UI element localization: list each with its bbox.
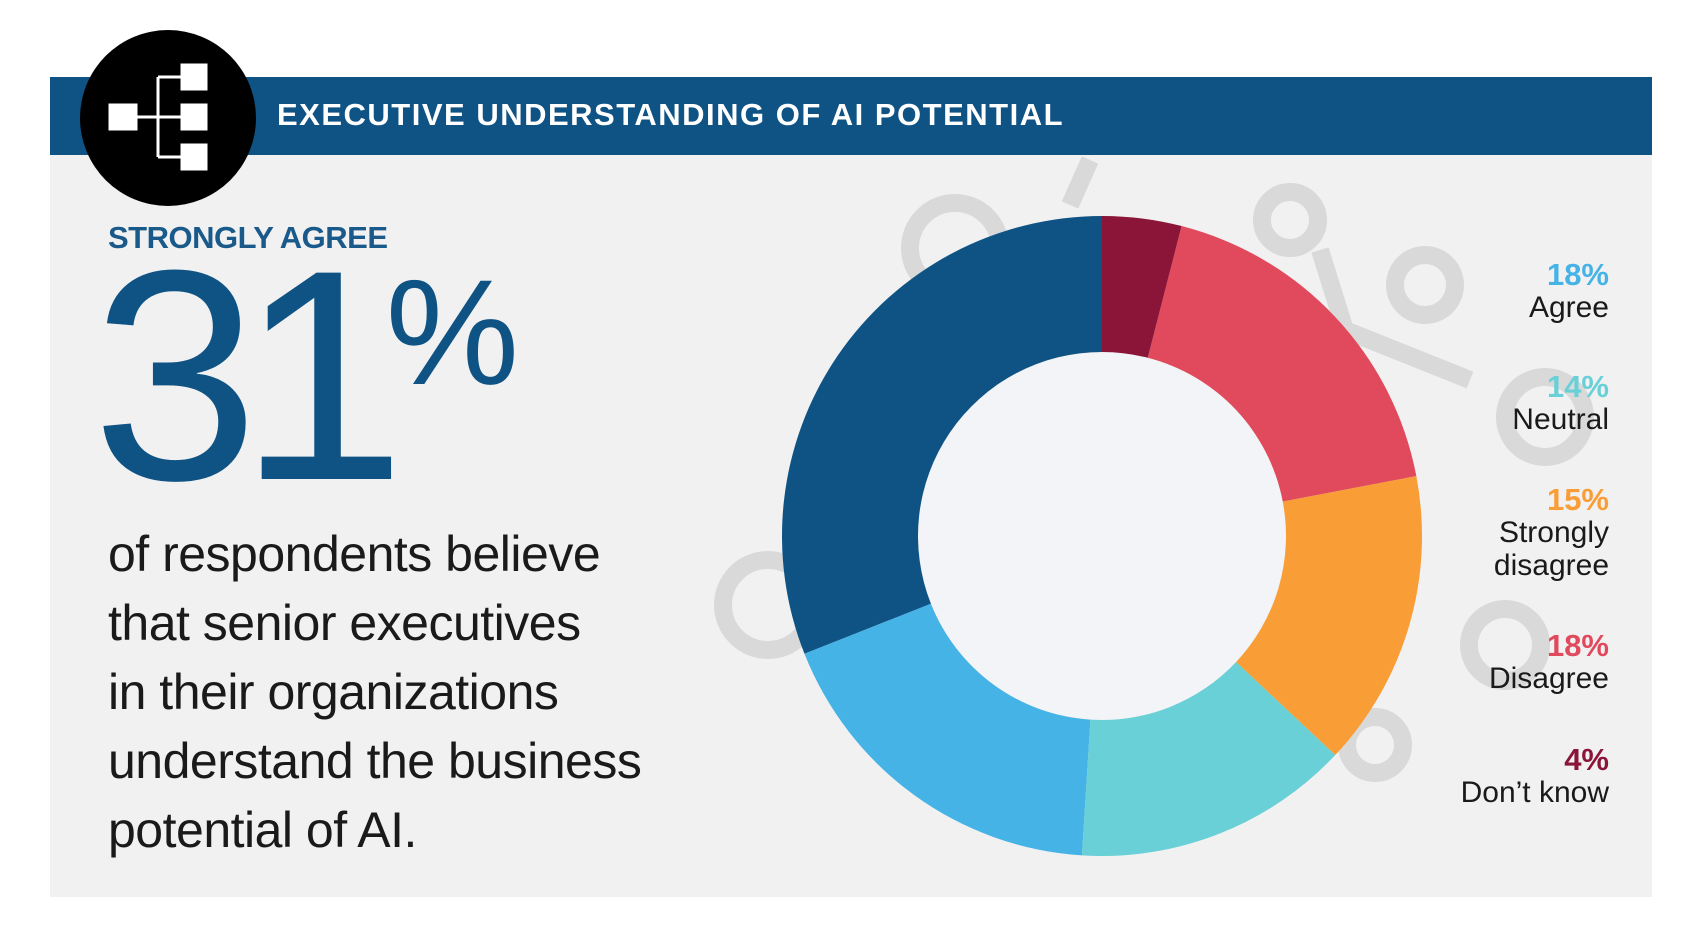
legend-label: Disagree [1488, 662, 1609, 695]
icon [80, 30, 256, 206]
legend-item: 18% Disagree [1449, 629, 1609, 695]
chart-title: EXECUTIVE UNDERSTANDING OF AI POTENTIAL [277, 97, 1065, 132]
donut-segment [1102, 216, 1182, 358]
description-line: in their organizations [108, 664, 559, 720]
description-line: of respondents believe [108, 526, 601, 582]
header-bar [50, 77, 1652, 155]
donut-hole [918, 352, 1286, 720]
description-line: understand the business [108, 733, 642, 789]
donut-segment [1147, 226, 1417, 502]
legend-label: Strongly disagree [1493, 516, 1609, 582]
legend-value: 18% [1546, 257, 1609, 292]
legend-value: 4% [1564, 742, 1609, 777]
headline-category: STRONGLY AGREE [108, 220, 388, 255]
description: of respondents believe that senior execut… [108, 520, 642, 865]
legend-label: Don’t know [1460, 776, 1609, 809]
legend-value: 18% [1546, 628, 1609, 663]
description-line: that senior executives [108, 595, 581, 651]
donut-segment [782, 216, 1102, 654]
description-line: potential of AI. [108, 802, 417, 858]
donut-segment [1236, 476, 1423, 756]
headline-value: 31% [92, 207, 520, 543]
donut-segment [1081, 661, 1336, 856]
legend-label: Agree [1528, 291, 1609, 324]
legend-value: 15% [1546, 482, 1609, 517]
legend-value: 14% [1546, 369, 1609, 404]
donut-segment [804, 603, 1091, 856]
legend-item: 14% Neutral [1449, 370, 1609, 436]
legend-item: 15% Strongly disagree [1449, 483, 1609, 582]
legend-label: Neutral [1512, 403, 1609, 436]
legend-item: 4% Don’t know [1449, 743, 1609, 809]
legend-item: 18% Agree [1449, 258, 1609, 324]
